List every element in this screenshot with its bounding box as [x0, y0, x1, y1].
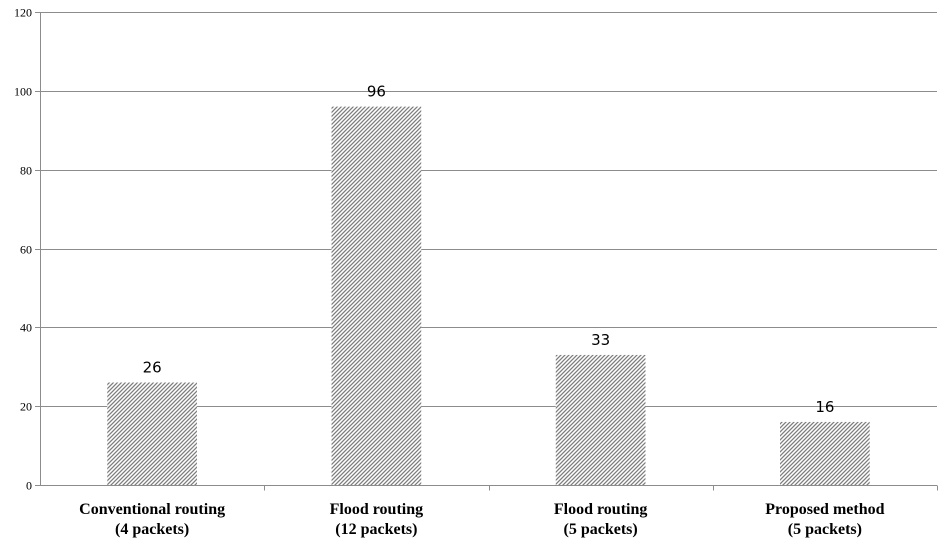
- x-tick-label: Conventional routing: [79, 501, 225, 518]
- y-tick-label: 120: [14, 6, 32, 20]
- x-tick-label: Flood routing: [554, 501, 648, 518]
- x-tick-label: (4 packets): [115, 521, 189, 538]
- labels: 0 20 40 60 80 100 120 26 Conventional routing (4 …: [14, 6, 885, 539]
- gridlines: [40, 12, 937, 407]
- bars: [107, 106, 870, 485]
- x-tick-label: (5 packets): [788, 521, 862, 538]
- y-tick-label: 60: [20, 243, 32, 257]
- bar: [780, 421, 870, 485]
- data-label: 26: [143, 359, 162, 377]
- data-label: 16: [815, 398, 834, 416]
- x-tick-label: (5 packets): [564, 521, 638, 538]
- x-tick-label: Flood routing: [330, 501, 424, 518]
- bar: [555, 354, 646, 485]
- y-tick-label: 0: [26, 479, 32, 493]
- y-tick-label: 80: [20, 164, 32, 178]
- x-tick-label: (12 packets): [335, 521, 417, 538]
- bar: [107, 382, 197, 485]
- data-label: 33: [591, 331, 610, 349]
- y-tick-label: 20: [20, 400, 32, 414]
- x-tick-label: Proposed method: [765, 501, 884, 518]
- y-tick-label: 100: [14, 85, 32, 99]
- data-label: 96: [367, 83, 386, 101]
- axes: [35, 12, 938, 491]
- bar: [331, 106, 422, 485]
- y-tick-label: 40: [20, 321, 32, 335]
